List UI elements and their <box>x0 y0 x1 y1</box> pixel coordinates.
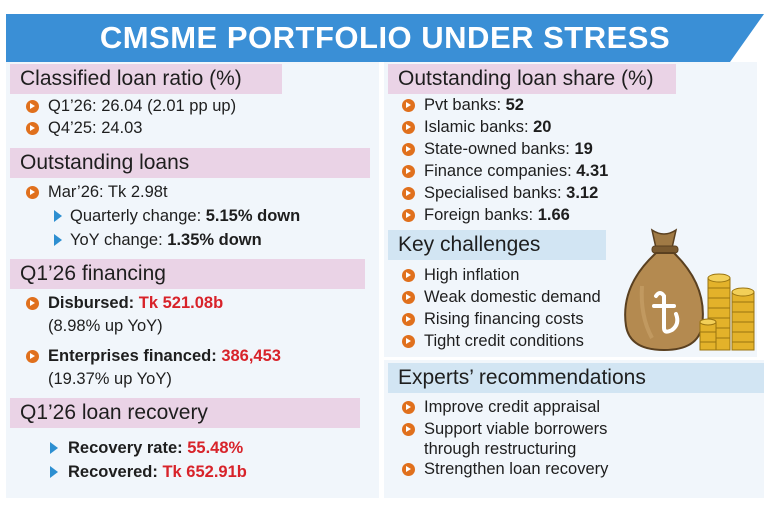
financing-heading: Q1’26 financing <box>10 259 365 289</box>
disbursed-note: (8.98% up YoY) <box>48 317 163 335</box>
share-item: Finance companies: 4.31 <box>424 162 609 180</box>
classified-q4: Q4’25: 24.03 <box>48 119 143 137</box>
recovery-rate: Recovery rate: 55.48% <box>68 439 244 457</box>
page-title: CMSME PORTFOLIO UNDER STRESS <box>99 20 671 55</box>
challenge-item: High inflation <box>424 266 520 284</box>
recommendation-item: Support viable borrowers <box>424 420 608 438</box>
share-item: Specialised banks: 3.12 <box>424 184 599 202</box>
recommendation-item: Improve credit appraisal <box>424 398 601 416</box>
challenge-item: Tight credit conditions <box>424 332 584 350</box>
share-item: Foreign banks: 1.66 <box>424 206 570 224</box>
bullet-icon <box>402 335 415 348</box>
enterprises-financed: Enterprises financed: 386,453 <box>48 347 281 365</box>
bullet-icon <box>402 269 415 282</box>
challenge-item: Rising financing costs <box>424 310 584 328</box>
bullet-icon <box>402 463 415 476</box>
yoy-change: YoY change: 1.35% down <box>70 231 262 249</box>
recommendation-item: Strengthen loan recovery <box>424 460 609 478</box>
share-item: Pvt banks: 52 <box>424 96 524 114</box>
bullet-icon <box>402 187 415 200</box>
bullet-icon <box>26 297 39 310</box>
recommendations-heading: Experts’ recommendations <box>388 363 764 393</box>
share-item: State-owned banks: 19 <box>424 140 593 158</box>
bullet-icon <box>402 423 415 436</box>
outstanding-heading: Outstanding loans <box>10 148 370 178</box>
bullet-icon <box>26 122 39 135</box>
recommendation-item-continued: through restructuring <box>424 440 577 458</box>
bullet-icon <box>26 186 39 199</box>
outstanding-total: Mar’26: Tk 2.98t <box>48 183 168 201</box>
bullet-icon <box>402 209 415 222</box>
arrow-icon <box>54 210 62 222</box>
arrow-icon <box>50 442 58 454</box>
challenges-heading: Key challenges <box>388 230 606 260</box>
title-banner: CMSME PORTFOLIO UNDER STRESS <box>6 14 764 62</box>
arrow-icon <box>50 466 58 478</box>
recovered-amount: Recovered: Tk 652.91b <box>68 463 247 481</box>
bullet-icon <box>402 313 415 326</box>
bullet-icon <box>402 121 415 134</box>
arrow-icon <box>54 234 62 246</box>
banner-shape <box>6 14 764 62</box>
bullet-icon <box>26 350 39 363</box>
recovery-heading: Q1’26 loan recovery <box>10 398 360 428</box>
coin-stack-icon <box>699 273 755 351</box>
quarterly-change: Quarterly change: 5.15% down <box>70 207 301 225</box>
bullet-icon <box>402 165 415 178</box>
money-bag-illustration <box>612 226 762 356</box>
classified-heading: Classified loan ratio (%) <box>10 64 282 94</box>
taka-symbol-icon <box>652 291 680 334</box>
enterprises-note: (19.37% up YoY) <box>48 370 172 388</box>
bullet-icon <box>26 100 39 113</box>
classified-q1: Q1’26: 26.04 (2.01 pp up) <box>48 97 237 115</box>
bullet-icon <box>402 99 415 112</box>
bullet-icon <box>402 401 415 414</box>
bullet-icon <box>402 143 415 156</box>
challenge-item: Weak domestic demand <box>424 288 601 306</box>
share-heading: Outstanding loan share (%) <box>388 64 676 94</box>
bullet-icon <box>402 291 415 304</box>
disbursed: Disbursed: Tk 521.08b <box>48 294 224 312</box>
share-item: Islamic banks: 20 <box>424 118 552 136</box>
